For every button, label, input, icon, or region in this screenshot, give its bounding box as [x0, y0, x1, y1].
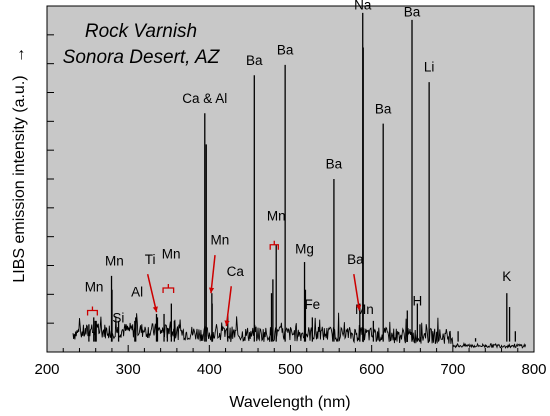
peak-label: Fe [304, 297, 320, 312]
peak-label: Ti [145, 252, 156, 267]
plot-area [47, 6, 534, 352]
arrow-head [224, 320, 230, 327]
y-axis-title: LIBS emission intensity (a.u.) [11, 75, 28, 282]
peak-label: Ba [347, 252, 364, 267]
x-tick-label-700: 700 [440, 361, 465, 378]
peak-label: Mn [267, 209, 286, 224]
y-axis-arrow: → [11, 47, 28, 63]
annotation-arrow [146, 273, 158, 313]
arrow-head [208, 287, 215, 294]
annotation-arrow [353, 274, 361, 311]
x-tick-label-400: 400 [197, 361, 222, 378]
annotation-bracket [269, 240, 279, 250]
arrow-head [152, 306, 158, 313]
peak-label: Li [424, 60, 435, 75]
annotation-arrow [210, 255, 216, 294]
x-tick-label-500: 500 [278, 361, 303, 378]
peak-label: Si [112, 311, 124, 326]
annotation-bracket [86, 306, 98, 316]
peak-label: Mn [211, 233, 230, 248]
peak-label: K [502, 269, 511, 284]
peak-label: Ba [404, 4, 421, 19]
annotation-bracket [162, 283, 175, 293]
x-tick-label-300: 300 [116, 361, 141, 378]
axis-ticks: 200 300 400 500 600 700 800 [34, 34, 547, 378]
peak-label: Al [131, 285, 143, 300]
peak-label: Ba [375, 101, 392, 116]
arrow-head [356, 304, 362, 311]
chart-title-line-2: Sonora Desert, AZ [63, 47, 221, 68]
spectrum-baseline [72, 312, 527, 349]
spectrum-series [72, 12, 527, 349]
peak-label: Ba [277, 42, 294, 57]
peak-label: H [412, 293, 422, 308]
peak-label: Mg [295, 241, 314, 256]
x-axis-title: Wavelength (nm) [229, 394, 350, 411]
peak-label: Ba [246, 53, 263, 68]
chart-title-line-1: Rock Varnish [85, 21, 197, 42]
peak-label: Ca [227, 264, 245, 279]
peak-label: Mn [85, 279, 104, 294]
x-tick-label-800: 800 [521, 361, 546, 378]
peak-label: Ba [326, 157, 343, 172]
annotation-arrow [225, 286, 232, 327]
x-tick-label-600: 600 [359, 361, 384, 378]
peak-label: Mn [162, 247, 181, 262]
peak-label: Ca & Al [182, 91, 227, 106]
peak-label: Mn [105, 254, 124, 269]
x-tick-label-200: 200 [34, 361, 59, 378]
